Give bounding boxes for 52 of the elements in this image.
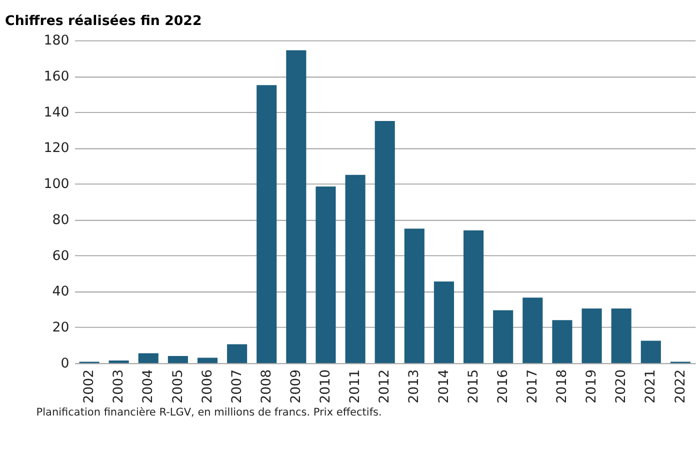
x-tick-label: 2008 bbox=[259, 369, 274, 404]
y-tick-label: 0 bbox=[60, 356, 70, 372]
bar bbox=[138, 353, 158, 364]
y-tick-label: 160 bbox=[44, 70, 70, 85]
x-tick-label: 2017 bbox=[525, 369, 540, 404]
chart-title: Chiffres réalisées fin 2022 bbox=[5, 14, 202, 30]
x-tick-label: 2015 bbox=[466, 369, 482, 404]
bar bbox=[434, 282, 454, 364]
y-tick-label: 20 bbox=[52, 320, 70, 336]
bar bbox=[108, 360, 129, 364]
x-tick-label: 2014 bbox=[436, 369, 452, 404]
y-tick-label: 120 bbox=[44, 141, 70, 156]
y-tick-label: 80 bbox=[52, 212, 70, 228]
x-tick-label: 2010 bbox=[318, 369, 334, 404]
x-tick-label: 2005 bbox=[170, 369, 186, 404]
x-tick-label: 2016 bbox=[496, 369, 511, 404]
x-tick-label: 2012 bbox=[378, 369, 393, 404]
y-tick-label: 60 bbox=[52, 248, 70, 264]
x-tick-label: 2006 bbox=[200, 369, 216, 404]
bar bbox=[464, 230, 484, 364]
x-tick-label: 2007 bbox=[230, 369, 245, 404]
bar bbox=[168, 356, 188, 364]
x-tick-label: 2011 bbox=[348, 369, 364, 404]
text: Planification financière R-LGV, en millions de francs. Prix effectifs. bbox=[36, 406, 382, 419]
x-tick-label: 2018 bbox=[555, 369, 570, 404]
x-tick-label: 2013 bbox=[407, 369, 422, 404]
bar bbox=[374, 121, 395, 364]
bar bbox=[316, 186, 336, 364]
y-tick-label: 40 bbox=[52, 284, 70, 300]
bar bbox=[345, 174, 366, 364]
x-tick-label: 2009 bbox=[289, 369, 304, 404]
bar bbox=[522, 298, 543, 364]
bar bbox=[197, 358, 218, 364]
y-tick-label: 140 bbox=[44, 105, 70, 120]
bar bbox=[286, 50, 306, 364]
x-tick-label: 2019 bbox=[584, 369, 600, 404]
y-tick-label: 100 bbox=[44, 177, 70, 192]
bar bbox=[640, 340, 661, 364]
bar bbox=[552, 320, 572, 364]
x-tick-label: 2003 bbox=[112, 369, 127, 404]
x-tick-label: 2022 bbox=[673, 369, 688, 404]
y-tick-label: 180 bbox=[44, 34, 70, 49]
bar bbox=[611, 308, 632, 364]
bar bbox=[227, 344, 248, 364]
x-tick-label: 2020 bbox=[614, 369, 630, 404]
bar bbox=[582, 308, 602, 364]
x-tick-label: 2004 bbox=[141, 369, 156, 404]
x-tick-label: 2021 bbox=[644, 369, 659, 404]
x-tick-label: 2002 bbox=[82, 369, 98, 404]
bar bbox=[404, 228, 424, 364]
bar bbox=[493, 310, 514, 364]
bar bbox=[256, 85, 277, 364]
